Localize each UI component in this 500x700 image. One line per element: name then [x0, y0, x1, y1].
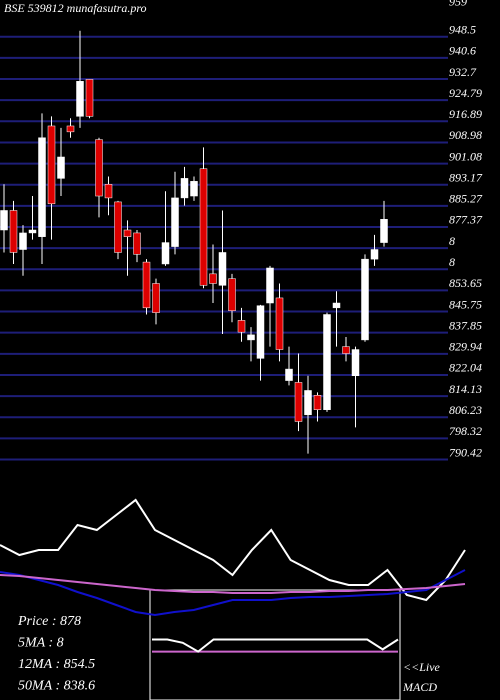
candle-body	[38, 137, 46, 237]
panel-label: MACD	[402, 680, 437, 694]
candle-body	[19, 232, 27, 250]
candle-body	[199, 168, 208, 286]
y-tick-label: 924.79	[449, 86, 482, 100]
candle-body	[47, 125, 56, 205]
y-tick-label: 959	[449, 0, 467, 8]
y-tick-label: 908.98	[449, 128, 482, 142]
y-tick-label: 837.85	[449, 318, 482, 332]
candle-body	[57, 156, 65, 179]
candle-body	[342, 346, 350, 354]
y-tick-label: 893.17	[449, 170, 483, 184]
indicator-line	[0, 498, 466, 602]
y-tick-label: 806.23	[449, 403, 482, 417]
candle-body	[85, 79, 94, 117]
y-tick-label: 814.13	[449, 382, 482, 396]
candle-body	[256, 305, 265, 359]
indicator-line	[0, 574, 466, 594]
chart-title: BSE 539812 munafasutra.pro	[4, 1, 147, 15]
y-tick-label: 829.94	[449, 340, 482, 354]
y-tick-label: 916.89	[449, 107, 482, 121]
candle-body	[76, 81, 84, 117]
y-tick-label: 8	[449, 234, 455, 248]
candle-body	[266, 267, 274, 304]
info-text: 50MA : 838.6	[18, 679, 95, 694]
candle-body	[152, 283, 160, 313]
y-tick-label: 845.75	[449, 297, 482, 311]
panel-label: <<Live	[403, 660, 441, 674]
candle-body	[285, 368, 293, 381]
candle-body	[9, 210, 18, 253]
candle-body	[313, 395, 322, 410]
y-tick-label: 877.37	[449, 213, 483, 227]
candle-body	[370, 249, 379, 260]
info-text: 12MA : 854.5	[18, 657, 95, 672]
candle-body	[28, 229, 37, 234]
candle-body	[104, 184, 113, 199]
y-tick-label: 948.5	[449, 23, 476, 37]
candle-body	[294, 382, 303, 422]
candle-body	[142, 261, 151, 309]
y-tick-label: 822.04	[449, 361, 482, 375]
candle-body	[361, 258, 369, 341]
info-text: 5MA : 8	[18, 636, 64, 651]
candle-body	[351, 349, 360, 377]
candle-body	[237, 320, 246, 333]
candle-body	[218, 252, 227, 286]
candle-body	[161, 242, 170, 265]
y-tick-label: 8	[449, 255, 455, 269]
candle-body	[66, 125, 75, 133]
info-text: Price : 878	[17, 614, 81, 629]
indicator-line	[152, 638, 399, 653]
macd-panel	[149, 589, 401, 700]
candle-body	[114, 201, 122, 253]
candle-body	[332, 302, 341, 309]
indicator-line	[0, 569, 466, 617]
candle-body	[323, 314, 331, 410]
y-tick-label: 853.65	[449, 276, 482, 290]
candle-body	[247, 334, 255, 341]
candle-body	[0, 210, 8, 231]
candle-body	[123, 229, 132, 237]
y-tick-label: 798.32	[449, 424, 482, 438]
y-tick-label: 790.42	[449, 445, 482, 459]
candle-body	[180, 178, 189, 199]
candle-body	[171, 197, 179, 247]
candle-body	[133, 232, 141, 255]
y-tick-label: 885.27	[449, 192, 483, 206]
candle-body	[304, 390, 312, 416]
y-tick-label: 932.7	[449, 65, 477, 79]
y-tick-label: 940.6	[449, 44, 476, 58]
candle-body	[209, 273, 217, 284]
y-tick-label: 901.08	[449, 149, 482, 163]
candle-body	[228, 278, 236, 312]
candle-body	[275, 297, 284, 350]
candle-body	[190, 181, 198, 197]
candle-body	[380, 219, 388, 243]
candle-body	[95, 139, 103, 197]
